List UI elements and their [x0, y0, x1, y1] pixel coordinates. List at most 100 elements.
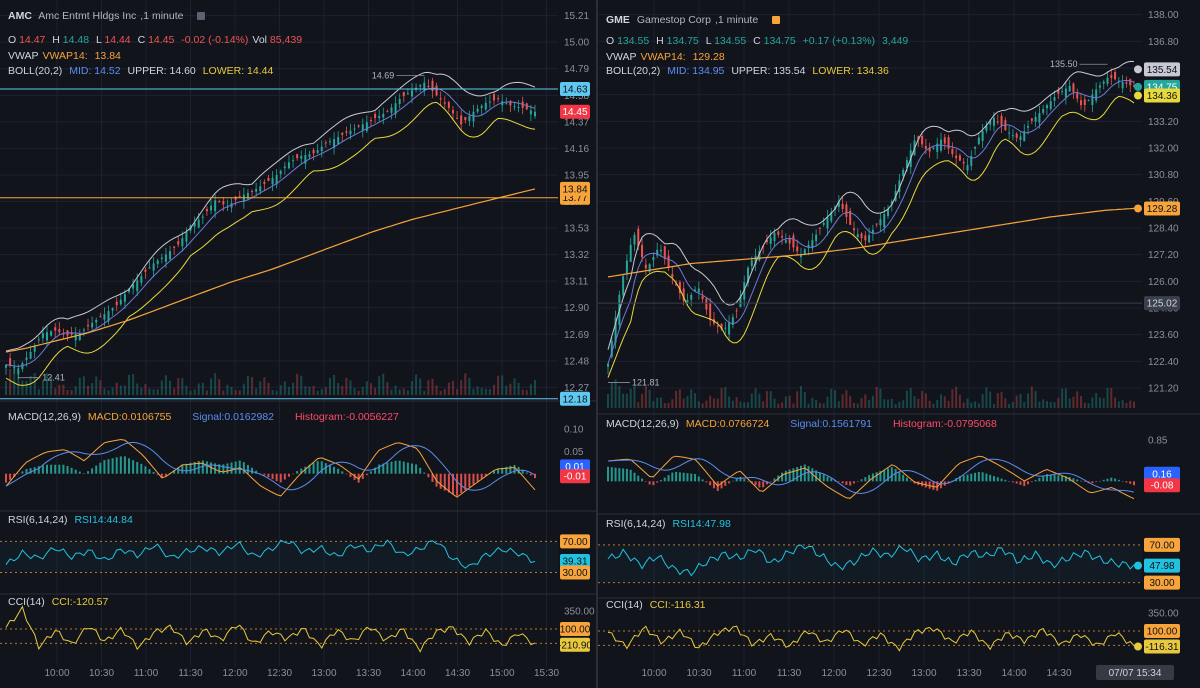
macd-panel[interactable]: 0.85 0.16-0.08	[598, 436, 1200, 515]
price-panel[interactable]: 138.00136.80135.60134.40133.20132.00130.…	[598, 10, 1200, 415]
candle-body	[74, 333, 77, 341]
macd-histogram-bar	[743, 479, 746, 482]
boll-upper: UPPER: 14.60	[127, 65, 196, 77]
volume-bar	[985, 387, 988, 408]
macd-histogram-bar	[46, 464, 49, 474]
volume-bar	[777, 403, 780, 408]
macd-histogram-bar	[267, 473, 270, 478]
chart-pane-amc[interactable]: 10:00 10:30 11:00 11:30 12:00 12:30 13:00 13:30…	[0, 0, 596, 688]
volume-bar	[173, 388, 176, 395]
candle-body	[837, 201, 840, 208]
volume-bar	[989, 391, 992, 408]
time-tick-label: 13:30	[956, 668, 981, 679]
volume-bar	[788, 395, 791, 408]
candle-body	[675, 283, 678, 286]
volume-bar	[1042, 399, 1045, 408]
vwap-name: VWAP	[8, 50, 39, 62]
candle-body	[480, 105, 483, 109]
volume-bar	[357, 390, 360, 395]
volume-bar	[720, 388, 723, 408]
rsi-panel[interactable]: 70.00 47.98 30.00	[598, 537, 1200, 599]
price-tick-label: 127.20	[1148, 250, 1179, 261]
symbol-label[interactable]: AMC	[8, 10, 32, 22]
candle-body	[1114, 72, 1117, 80]
candle-body	[279, 170, 282, 175]
volume-bars	[5, 366, 536, 395]
candle-body	[815, 234, 818, 242]
candle-body	[898, 180, 901, 192]
candle-body	[943, 137, 946, 144]
candle-body	[1030, 118, 1033, 121]
rsi-value-tag: 39.31	[562, 556, 587, 567]
candle-body	[312, 149, 315, 154]
macd-histogram-bar	[144, 466, 147, 474]
candle-body	[439, 98, 442, 100]
square-icon[interactable]	[772, 16, 781, 25]
volume-bar	[758, 393, 761, 408]
candle-body	[947, 137, 950, 149]
macd-histogram-bar	[781, 472, 784, 482]
candle-body	[826, 217, 829, 229]
price-panel[interactable]: 15.2115.0014.7914.5814.3714.1613.9513.74…	[0, 11, 596, 406]
symbol-label[interactable]: GME	[606, 14, 630, 26]
price-tick-label: 128.40	[1148, 224, 1179, 235]
macd-histogram-bar	[947, 481, 950, 484]
cci-dot	[1134, 642, 1142, 651]
pane-divider[interactable]	[596, 0, 598, 688]
volume-bar	[164, 375, 167, 395]
high-annotation: 135.50	[1050, 59, 1078, 69]
rsi-value-tag-bg	[1144, 537, 1180, 552]
volume-bar	[287, 386, 290, 395]
gme-chart-canvas[interactable]: 10:00 10:30 11:00 11:30 12:00 12:30 13:00 13:30…	[598, 0, 1200, 688]
volume-bar	[1057, 397, 1060, 408]
interval-label: ,1 minute	[714, 14, 759, 26]
rsi-value-tag: 30.00	[1149, 578, 1174, 589]
candle-body	[951, 149, 954, 155]
macd-histogram-bar	[238, 460, 241, 474]
candle-body	[29, 352, 32, 359]
candle-body	[435, 85, 438, 96]
macd-histogram-bar	[686, 473, 689, 482]
candle-body	[1023, 131, 1026, 142]
candle-body	[263, 181, 266, 184]
gme-macd-row: MACD(12,26,9) MACD:0.0766724 Signal:0.15…	[606, 418, 1001, 431]
macd-value-tag: 0.16	[1152, 469, 1172, 480]
volume-bar	[17, 373, 20, 395]
candle-body	[992, 118, 995, 126]
candle-body	[1080, 100, 1083, 106]
macd-histogram-bar	[607, 466, 609, 482]
macd-histogram-bar	[826, 476, 829, 482]
candle-body	[822, 222, 825, 225]
cci-panel[interactable]: 350.00 100.00 -210.90	[0, 605, 595, 653]
volume-bar	[205, 390, 208, 395]
chart-pane-gme[interactable]: 10:00 10:30 11:00 11:30 12:00 12:30 13:00 13:30…	[598, 0, 1200, 688]
macd-histogram-bar	[940, 481, 943, 489]
amc-macd-row: MACD(12,26,9) MACD:0.0106755 Signal:0.01…	[8, 411, 403, 424]
candle-body	[382, 113, 385, 118]
square-icon[interactable]	[197, 12, 206, 21]
price-tick-label: 13.53	[564, 224, 589, 235]
volume-bar	[1000, 391, 1003, 408]
macd-histogram-bar	[667, 475, 670, 482]
volume-bar	[103, 388, 106, 395]
macd-histogram-bar	[1008, 481, 1011, 482]
volume-bar	[218, 379, 221, 395]
cci-panel[interactable]: 350.00 100.00 -116.31	[598, 609, 1180, 654]
volume-bar	[431, 378, 434, 395]
vwap-name: VWAP	[606, 51, 637, 63]
macd-histogram-bar	[419, 467, 422, 474]
amc-rsi-row: RSI(6,14,24) RSI14:44.84	[8, 514, 137, 527]
volume-bar	[456, 389, 459, 395]
cci-label: CCI(14)	[606, 599, 643, 611]
macd-panel[interactable]: 0.10 0.05 0.01-0.01	[0, 424, 596, 512]
amc-chart-canvas[interactable]: 10:00 10:30 11:00 11:30 12:00 12:30 13:00 13:30…	[0, 0, 596, 688]
rsi-value-tag: 47.98	[1149, 561, 1174, 572]
time-tick-label: 11:30	[178, 668, 203, 679]
price-tick-label: 130.80	[1148, 170, 1179, 181]
macd-histogram-bar	[618, 468, 621, 482]
close-value: 14.45	[148, 34, 175, 46]
volume-bar	[468, 377, 471, 395]
volume-bar	[156, 389, 159, 395]
volume-bar	[868, 399, 871, 408]
